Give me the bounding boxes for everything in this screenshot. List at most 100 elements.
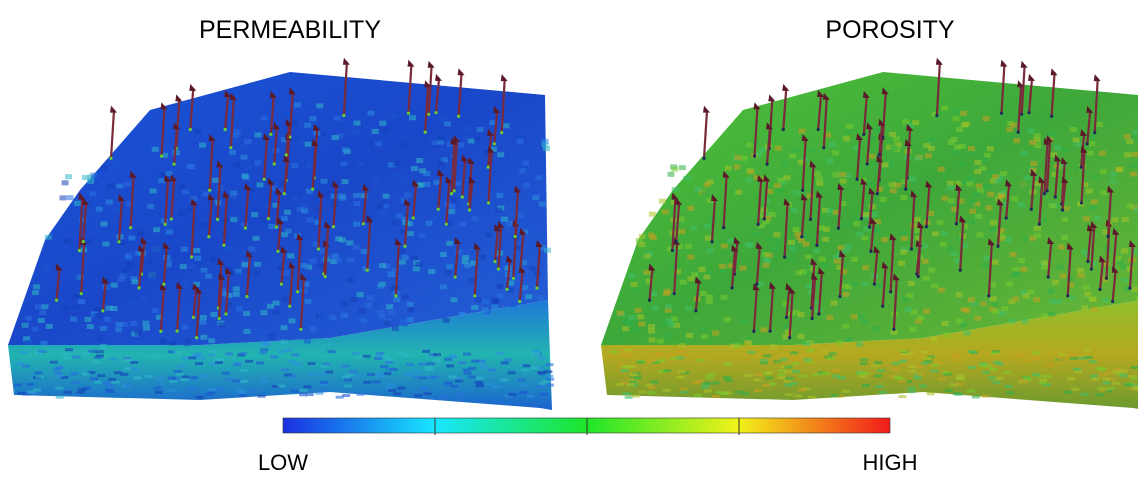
texture-cell <box>126 262 133 267</box>
texture-cell <box>1067 377 1075 380</box>
texture-cell <box>900 230 907 235</box>
texture-cell <box>762 263 769 268</box>
texture-cell <box>938 288 945 293</box>
texture-cell <box>310 259 317 264</box>
well-head <box>189 84 196 91</box>
texture-cell <box>628 378 636 381</box>
texture-cell <box>501 217 508 222</box>
texture-cell <box>113 208 120 213</box>
texture-cell <box>327 350 335 353</box>
texture-cell <box>921 362 929 365</box>
well-base <box>412 216 415 219</box>
texture-cell <box>379 263 386 268</box>
texture-cell <box>851 257 858 262</box>
texture-cell <box>781 162 788 167</box>
well-base <box>1047 275 1050 278</box>
texture-cell <box>1018 258 1025 263</box>
texture-cell <box>352 312 359 317</box>
texture-cell <box>770 344 777 349</box>
well-base <box>878 153 881 156</box>
texture-cell <box>291 163 298 168</box>
texture-cell <box>439 395 447 398</box>
well-head <box>175 94 182 101</box>
texture-cell <box>1034 133 1041 138</box>
texture-cell <box>753 232 760 237</box>
texture-cell <box>342 179 349 184</box>
well-base <box>403 245 406 248</box>
texture-cell <box>133 376 141 379</box>
texture-cell <box>664 333 671 338</box>
well-base <box>299 328 302 331</box>
texture-cell <box>1132 287 1138 292</box>
texture-cell <box>1012 273 1019 278</box>
texture-cell <box>96 207 103 212</box>
texture-cell <box>765 237 772 242</box>
texture-cell <box>843 292 850 297</box>
texture-cell <box>318 389 326 392</box>
texture-cell <box>285 229 292 234</box>
texture-cell <box>842 284 849 289</box>
texture-cell <box>1048 289 1055 294</box>
texture-cell <box>446 365 454 368</box>
texture-cell <box>734 155 741 160</box>
texture-cell <box>78 299 85 304</box>
texture-cell <box>142 321 149 326</box>
texture-cell <box>84 317 91 322</box>
texture-cell <box>843 248 850 253</box>
texture-cell <box>699 267 706 272</box>
texture-cell <box>440 284 447 289</box>
texture-cell <box>87 324 94 329</box>
texture-cell <box>931 370 939 373</box>
texture-cell <box>350 370 358 373</box>
texture-cell <box>143 155 150 160</box>
texture-cell <box>1034 226 1041 231</box>
texture-cell <box>968 297 975 302</box>
texture-cell <box>803 242 810 247</box>
texture-cell <box>111 283 118 288</box>
well-base <box>817 128 820 131</box>
texture-cell <box>391 114 398 119</box>
well-base <box>866 162 869 165</box>
texture-cell <box>130 252 137 257</box>
texture-cell <box>413 376 421 379</box>
texture-cell <box>899 349 907 352</box>
texture-cell <box>683 176 690 181</box>
texture-cell <box>260 217 267 222</box>
texture-cell <box>379 121 386 126</box>
well-base <box>801 189 804 192</box>
texture-cell <box>307 217 314 222</box>
texture-cell <box>152 308 159 313</box>
texture-cell <box>969 200 976 205</box>
well-base <box>1005 216 1008 219</box>
texture-cell <box>254 270 261 275</box>
texture-cell <box>931 336 938 341</box>
texture-cell <box>624 354 632 357</box>
texture-cell <box>1020 267 1027 272</box>
texture-cell <box>22 323 29 328</box>
texture-cell <box>45 235 52 240</box>
texture-cell <box>339 196 346 201</box>
texture-cell <box>921 351 929 354</box>
well-base <box>296 290 299 293</box>
texture-cell <box>317 263 324 268</box>
well-base <box>263 178 266 181</box>
texture-cell <box>353 245 360 250</box>
well-base <box>1030 208 1033 211</box>
texture-cell <box>948 198 955 203</box>
texture-cell <box>432 216 439 221</box>
texture-cell <box>1096 122 1103 127</box>
texture-cell <box>377 310 384 315</box>
texture-cell <box>371 264 378 269</box>
texture-cell <box>456 393 464 396</box>
texture-cell <box>991 302 998 307</box>
texture-cell <box>877 369 885 372</box>
texture-cell <box>647 391 655 394</box>
texture-cell <box>194 129 201 134</box>
well-base <box>208 189 211 192</box>
texture-cell <box>373 380 381 383</box>
texture-cell <box>981 395 989 398</box>
texture-cell <box>706 295 713 300</box>
texture-cell <box>545 363 553 366</box>
texture-cell <box>862 265 869 270</box>
texture-cell <box>685 244 692 249</box>
